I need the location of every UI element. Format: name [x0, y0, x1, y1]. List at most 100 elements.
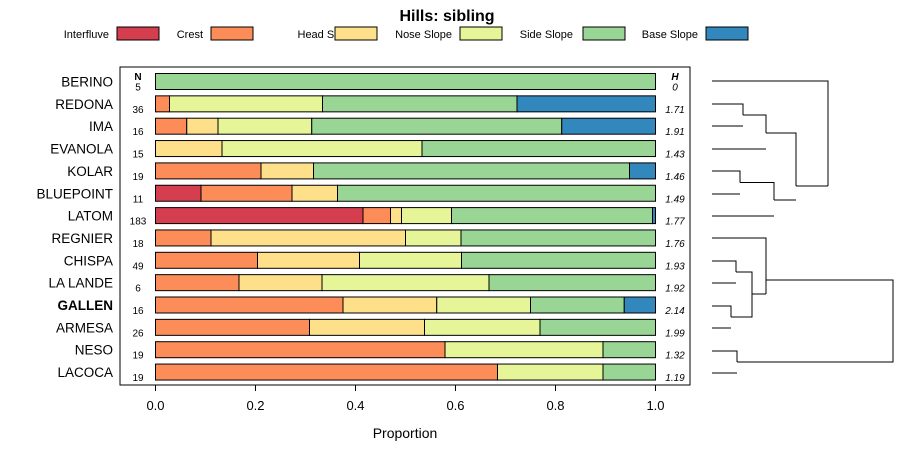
n-value: 26 — [132, 328, 144, 339]
bar-row: ARMESA 26 1.99 — [56, 318, 685, 339]
bar-segment-head-slope — [238, 274, 323, 292]
x-tick-label: 0.6 — [446, 398, 464, 413]
dendrogram-link — [751, 283, 766, 295]
legend-swatch — [459, 26, 503, 41]
bar-row: LATOM 183 1.77 — [68, 207, 685, 228]
bar-segment-base-slope — [629, 162, 656, 180]
legend-swatch — [334, 26, 378, 41]
h-value: 2.14 — [664, 306, 685, 317]
bar-segment-crest — [155, 95, 170, 113]
h-value: 1.32 — [665, 351, 685, 362]
bar-segment-side-slope — [155, 73, 656, 90]
bar-segment-nose-slope — [405, 229, 462, 247]
bar-segment-side-slope — [461, 251, 656, 269]
h-value: 0 — [672, 83, 678, 94]
bar-segment-head-slope — [186, 117, 219, 135]
bar-row: BERINO 5 0 — [61, 73, 678, 94]
x-tick-label: 0.8 — [546, 398, 564, 413]
h-value: 1.76 — [665, 239, 685, 250]
bar-segment-interfluve — [155, 207, 364, 225]
x-tick-label: 0.0 — [146, 398, 164, 413]
plot-frame — [119, 66, 691, 386]
legend-label: Base Slope — [642, 29, 698, 41]
bar-segment-crest — [155, 363, 498, 381]
row-label: REGNIER — [51, 231, 113, 246]
bar-segment-nose-slope — [436, 296, 531, 314]
bar-segment-crest — [155, 318, 310, 336]
legend-label: Nose Slope — [395, 29, 452, 41]
bar-segment-nose-slope — [424, 318, 541, 336]
bar-segment-crest — [155, 341, 446, 359]
bar-row: LA LANDE 6 1.92 — [48, 274, 685, 295]
row-label: REDONA — [55, 97, 113, 112]
n-value: 19 — [132, 373, 144, 384]
bar-segment-crest — [200, 184, 293, 202]
bar-segment-base-slope — [561, 117, 656, 135]
row-label: CHISPA — [64, 253, 113, 268]
bar-segment-nose-slope — [217, 117, 313, 135]
bar-segment-base-slope — [652, 207, 656, 225]
n-value: 15 — [132, 150, 144, 161]
bar-segment-base-slope — [516, 95, 656, 113]
row-label: IMA — [89, 119, 113, 134]
bar-segment-nose-slope — [321, 274, 490, 292]
dendrogram-link — [737, 314, 894, 363]
h-value: 1.93 — [665, 261, 685, 272]
x-axis: 0.0 0.2 0.4 0.6 0.8 1.0 — [146, 385, 665, 413]
bar-segment-interfluve — [155, 184, 202, 202]
h-value: 1.49 — [665, 194, 685, 205]
n-value: 36 — [132, 105, 144, 116]
row-label: BERINO — [61, 75, 113, 90]
bar-segment-side-slope — [530, 296, 625, 314]
bar-segment-head-slope — [260, 162, 314, 180]
n-value: 18 — [132, 239, 144, 250]
bar-segment-head-slope — [257, 251, 360, 269]
bar-segment-side-slope — [311, 117, 563, 135]
bar-row: CHISPA 49 1.93 — [64, 251, 685, 272]
bar-segment-side-slope — [337, 184, 656, 202]
bar-segment-side-slope — [602, 341, 656, 359]
legend: Interfluve Crest Head Slope Nose Slope Side … — [64, 26, 749, 41]
bar-segment-crest — [155, 229, 212, 247]
x-axis-title: Proportion — [373, 425, 438, 441]
bar-segment-head-slope — [155, 140, 223, 158]
bar-segment-crest — [362, 207, 391, 225]
dendrogram-link — [736, 271, 753, 283]
dendrogram-link — [731, 294, 753, 318]
bar-segment-side-slope — [451, 207, 653, 225]
bar-segment-nose-slope — [359, 251, 462, 269]
bar-segment-side-slope — [602, 363, 656, 381]
chart-title: Hills: sibling — [399, 8, 494, 25]
dendrogram-link — [712, 103, 744, 115]
bar-row: KOLAR 19 1.46 — [67, 162, 685, 183]
row-label: BLUEPOINT — [36, 186, 113, 201]
bar-segment-crest — [155, 251, 258, 269]
n-value: 19 — [132, 351, 144, 362]
bar-row: BLUEPOINT 11 1.49 — [36, 184, 685, 205]
bar-segment-side-slope — [322, 95, 518, 113]
x-tick-label: 0.2 — [246, 398, 264, 413]
dendrogram-link — [712, 237, 767, 266]
row-label: GALLEN — [58, 298, 114, 313]
dendrogram-link — [712, 305, 732, 317]
bar-row: IMA 16 1.91 — [89, 117, 685, 138]
bar-segment-head-slope — [210, 229, 406, 247]
dendrogram-link — [712, 80, 829, 134]
legend-swatch — [210, 26, 254, 41]
bar-row: EVANOLA 15 1.43 — [50, 140, 685, 161]
legend-swatch — [705, 26, 749, 41]
dendrogram — [712, 80, 894, 374]
bar-segment-head-slope — [390, 207, 402, 225]
row-label: EVANOLA — [50, 142, 113, 157]
legend-swatch — [116, 26, 160, 41]
n-value: 16 — [132, 306, 144, 317]
x-tick-label: 1.0 — [646, 398, 664, 413]
bar-segment-crest — [155, 296, 344, 314]
dendrogram-link — [712, 170, 741, 183]
bar-segment-nose-slope — [169, 95, 323, 113]
row-label: LACOCA — [57, 365, 113, 380]
n-value: 49 — [132, 261, 144, 272]
bar-segment-nose-slope — [221, 140, 423, 158]
bar-segment-nose-slope — [444, 341, 604, 359]
